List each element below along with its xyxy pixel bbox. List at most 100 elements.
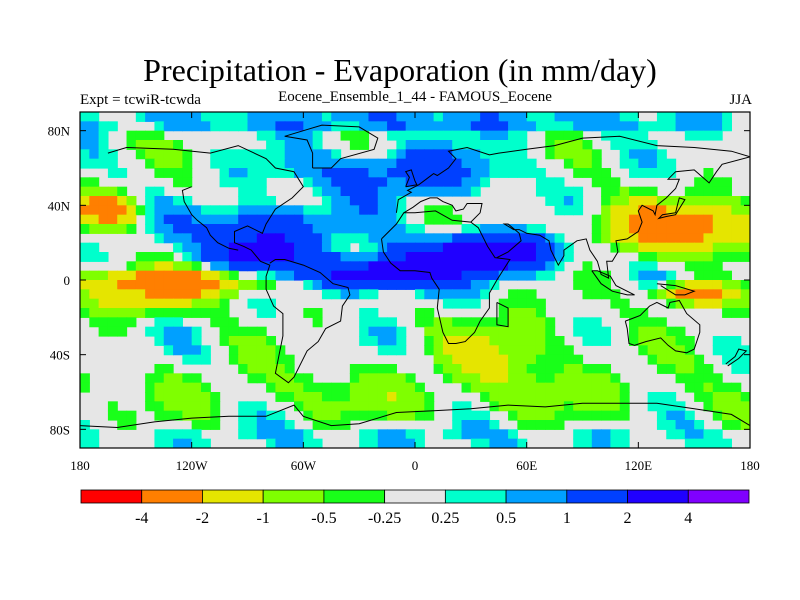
field-cell [247,196,258,206]
field-cell [554,364,565,374]
field-cell [396,392,407,402]
field-cell [526,242,537,253]
field-cell [359,158,370,169]
field-cell [256,280,267,290]
field-cell [98,140,109,150]
field-cell [210,261,221,272]
field-cell [210,158,221,169]
field-cell [684,252,695,262]
field-cell [656,112,667,122]
field-cell [80,252,90,262]
field-cell [154,317,165,328]
field-cell [694,261,705,272]
field-cell [210,289,221,300]
field-cell [535,186,546,197]
field-cell [89,242,100,253]
field-cell [405,121,416,132]
field-cell [489,382,500,393]
field-cell [294,252,304,262]
field-cell [405,401,416,412]
field-cell [498,158,509,169]
field-cell [312,242,323,253]
field-cell [610,382,621,393]
field-cell [638,121,649,132]
field-cell [694,373,705,384]
field-cell [191,345,202,356]
field-cell [545,252,556,262]
field-cell [396,177,407,188]
field-cell [163,392,174,402]
field-cell [359,308,370,318]
field-cell [256,186,267,197]
field-cell [303,280,314,290]
field-cell [452,336,463,346]
lat-tick-label: 0 [64,273,71,288]
field-cell [442,140,453,150]
field-cell [349,252,360,262]
field-cell [666,336,677,346]
field-cell [703,224,714,234]
field-cell [396,382,407,393]
field-cell [647,280,658,290]
field-cell [107,186,118,197]
field-cell [405,242,416,253]
field-cell [489,438,500,448]
field-cell [303,177,314,188]
field-cell [591,214,602,225]
field-cell [703,438,714,448]
field-cell [107,308,118,318]
field-cell [470,261,481,272]
field-cell [563,158,574,169]
field-cell [675,233,686,244]
field-cell [377,392,388,402]
field-cell [359,140,370,150]
field-cell [535,308,546,318]
field-cell [461,354,472,365]
field-cell [368,168,379,178]
field-cell [433,326,444,337]
field-cell [461,420,472,430]
field-cell [368,242,379,253]
field-cell [219,205,230,216]
field-cell [442,168,453,178]
field-cell [656,336,667,346]
field-cell [107,158,118,169]
field-cell [712,252,723,262]
field-cell [266,438,277,448]
field-cell [247,252,258,262]
field-cell [647,158,658,169]
field-cell [173,373,183,384]
field-cell [545,196,556,206]
field-cell [117,289,128,300]
field-cell [433,336,444,346]
field-cell [601,382,612,393]
field-cell [480,130,491,141]
field-cell [442,242,453,253]
field-cell [582,401,593,412]
field-cell [433,158,444,169]
field-cell [396,214,407,225]
field-cell [619,158,630,169]
field-cell [238,326,249,337]
field-cell [163,224,174,234]
colorbar-label: 0.25 [431,510,459,527]
field-cell [368,373,379,384]
field-cell [247,373,258,384]
field-cell [312,261,323,272]
field-cell [675,196,686,206]
field-cell [573,168,584,178]
field-cell [461,364,472,374]
field-cell [228,242,239,253]
field-cell [563,252,574,262]
field-cell [89,438,100,448]
field-cell [294,270,304,281]
field-cell [321,233,332,244]
field-cell [740,354,750,365]
field-cell [554,336,565,346]
coastlines [80,124,750,429]
field-cell [359,280,370,290]
field-cell [526,289,537,300]
field-cell [619,112,630,122]
field-cell [163,112,174,122]
field-cell [480,345,491,356]
